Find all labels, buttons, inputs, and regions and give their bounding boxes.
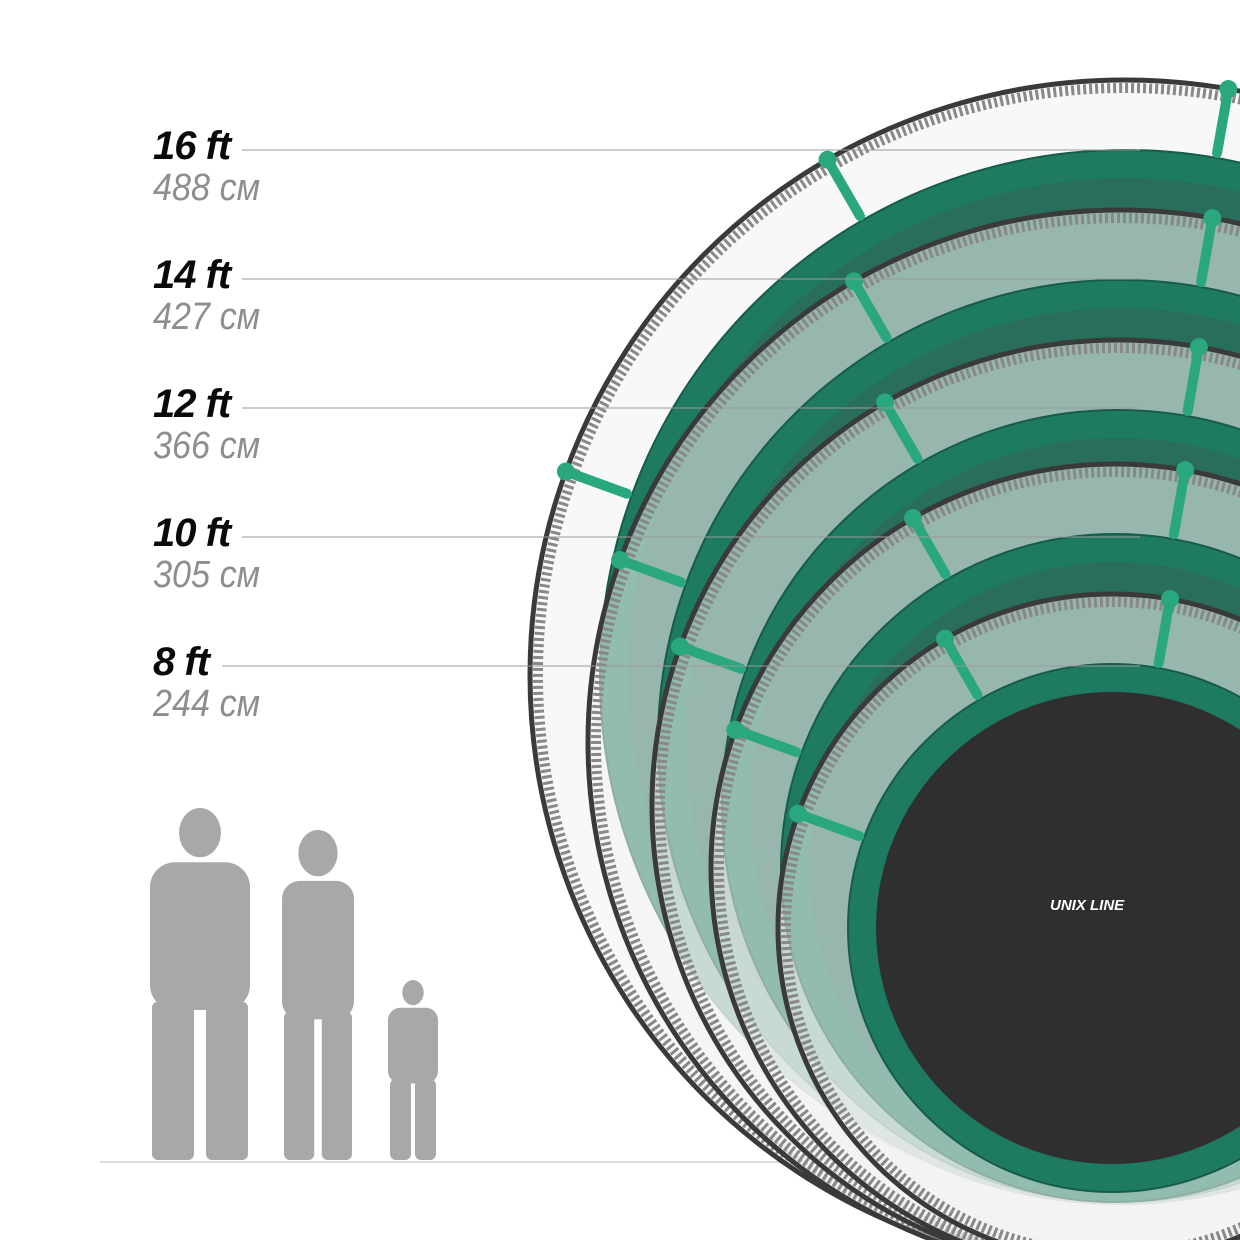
size-ft: 16 ft <box>153 124 231 168</box>
man-silhouette-leg <box>152 1001 194 1160</box>
pole-cap <box>1189 338 1208 357</box>
pole-cap <box>1203 209 1222 228</box>
size-cm: 366 см <box>153 425 261 467</box>
enclosure-pole <box>849 276 892 343</box>
woman-silhouette-torso <box>282 880 354 1020</box>
enclosure-pole <box>940 633 983 701</box>
enclosure-pole <box>560 466 632 499</box>
size-label-8ft: 8 ft 244 см <box>153 642 272 724</box>
child-silhouette-leg <box>390 1079 411 1160</box>
enclosure-pole <box>615 555 687 588</box>
enclosure-pole <box>822 154 865 222</box>
pole-cap <box>818 150 837 169</box>
enclosure-pole <box>908 513 951 580</box>
size-cm: 427 см <box>153 296 261 338</box>
pole-cap <box>1219 80 1238 99</box>
brand-logo: UNIX LINE <box>1050 897 1125 914</box>
net-frame <box>533 83 1240 1240</box>
man-silhouette-leg <box>206 1001 248 1160</box>
enclosure-pole <box>793 808 865 841</box>
size-cm: 244 см <box>153 683 261 725</box>
man-silhouette-head <box>179 808 221 858</box>
child-silhouette-leg <box>415 1079 436 1160</box>
size-ft: 12 ft <box>153 382 231 426</box>
pole-cap <box>1176 461 1195 480</box>
pole-cap <box>789 804 808 823</box>
size-label-12ft: 12 ft 366 см <box>153 384 272 466</box>
size-label-10ft: 10 ft 305 см <box>153 513 272 595</box>
net-frame <box>714 467 1240 1240</box>
size-ft: 8 ft <box>153 640 210 684</box>
pole-cap <box>904 509 922 528</box>
enclosure-pole <box>1196 213 1218 288</box>
enclosure-pole <box>1153 594 1175 669</box>
pole-cap <box>845 272 863 291</box>
size-label-14ft: 14 ft 427 см <box>153 255 272 337</box>
size-ft: 10 ft <box>153 511 231 555</box>
jump-mat-8ft <box>900 716 1240 1140</box>
enclosure-pole <box>880 397 923 464</box>
size-cm: 305 см <box>153 554 261 596</box>
pole-cap <box>876 393 894 412</box>
pole-cap <box>726 720 745 739</box>
enclosure-pole <box>730 724 802 758</box>
child-silhouette-torso <box>388 1007 438 1084</box>
woman-silhouette-head <box>298 830 338 877</box>
size-cm: 488 см <box>153 167 261 209</box>
pole-cap <box>1160 590 1179 609</box>
enclosure-pole <box>675 641 747 674</box>
enclosure-pole <box>1168 465 1191 540</box>
size-label-16ft: 16 ft 488 см <box>153 126 272 208</box>
woman-silhouette-leg <box>321 1011 352 1160</box>
woman-silhouette-leg <box>284 1011 315 1160</box>
pole-cap <box>936 629 954 648</box>
pole-cap <box>671 637 690 656</box>
enclosure-pole <box>1212 84 1234 159</box>
pole-cap <box>556 462 575 481</box>
enclosure-pole <box>1182 342 1204 417</box>
net-frame <box>591 213 1240 1240</box>
pole-cap <box>611 551 630 570</box>
child-silhouette-head <box>402 980 424 1006</box>
size-ft: 14 ft <box>153 253 231 297</box>
man-silhouette-torso <box>150 862 250 1011</box>
